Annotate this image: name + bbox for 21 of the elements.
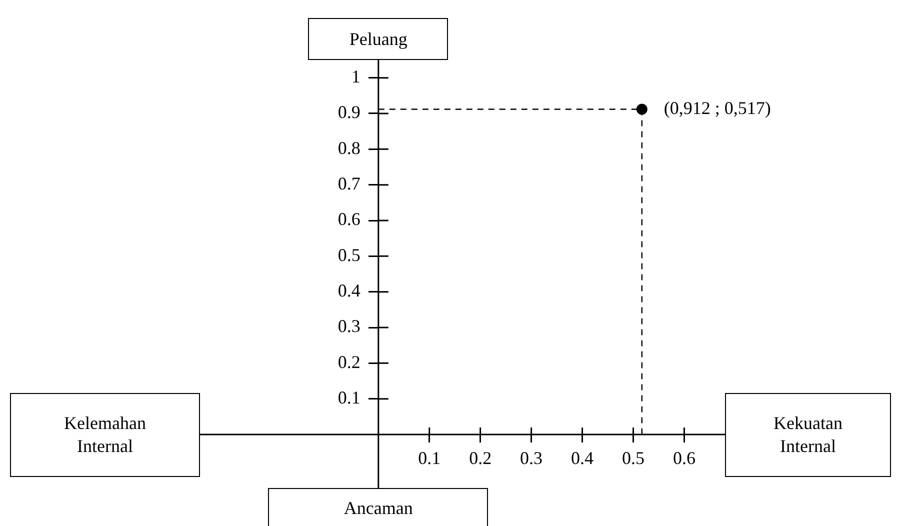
y-tick-label: 0.9 (338, 102, 360, 122)
y-tick-label: 1 (351, 66, 360, 87)
y-tick-label: 0.5 (338, 244, 360, 265)
x-tick-label: 0.3 (520, 448, 543, 468)
x-tick-label: 0.6 (672, 448, 696, 468)
x-tick-label: 0.5 (622, 448, 644, 468)
text: Peluang (349, 28, 408, 50)
x-tick-label: 0.4 (571, 448, 594, 468)
annotation: (0,912 ; 0,517) (664, 98, 771, 118)
y-tick-label: 0.3 (338, 316, 360, 336)
y-tick-label: 0.8 (338, 138, 360, 158)
text: Kekuatan Internal (772, 412, 844, 457)
text: Kelemahan Internal (63, 412, 147, 457)
x-tick-label: 0.1 (418, 448, 441, 468)
y-tick-label: 0.1 (338, 388, 360, 408)
y-tick-label: 0.7 (338, 174, 360, 194)
x-tick-label: 0.2 (469, 448, 492, 468)
y-tick-label: 0.6 (338, 209, 360, 230)
y-tick-label: 0.2 (338, 352, 360, 372)
y-tick-label: 0.4 (338, 280, 360, 301)
text: Ancaman (344, 496, 413, 520)
